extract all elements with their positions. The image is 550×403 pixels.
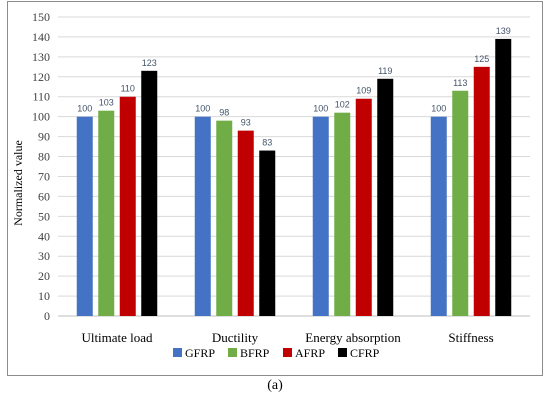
y-tick-label: 50 xyxy=(38,209,50,223)
data-label: 113 xyxy=(453,78,467,88)
bar-cfrp-2 xyxy=(259,150,276,316)
data-labels: 100 103 110 123 100 98 93 83 100 102 109 119 100 113 1… xyxy=(77,26,511,148)
bar-gfrp-2 xyxy=(194,116,211,317)
bar-gfrp-4 xyxy=(430,116,447,317)
category-label: Ultimate load xyxy=(81,330,153,345)
bar-chart: 0 10 20 30 40 50 60 70 80 90 100 110 120 130 140 150 10… xyxy=(11,10,530,360)
y-tick-label: 60 xyxy=(38,189,50,203)
bar-bfrp-1 xyxy=(98,110,115,316)
bar-cfrp-1 xyxy=(141,70,158,316)
y-tick-label: 150 xyxy=(32,10,50,24)
data-label: 102 xyxy=(335,100,350,110)
y-tick-labels: 0 10 20 30 40 50 60 70 80 90 100 110 120 130 140 150 xyxy=(32,10,50,323)
bar-afrp-1 xyxy=(119,96,136,316)
y-tick-label: 110 xyxy=(32,90,50,104)
bar-afrp-2 xyxy=(237,130,254,316)
bars xyxy=(76,38,512,317)
data-label: 100 xyxy=(431,104,446,114)
bar-bfrp-3 xyxy=(334,112,351,317)
y-tick-label: 20 xyxy=(38,269,50,283)
gridlines xyxy=(58,16,530,317)
bar-gfrp-3 xyxy=(312,116,329,317)
y-tick-label: 90 xyxy=(38,130,50,144)
y-tick-label: 100 xyxy=(32,110,50,124)
y-tick-label: 0 xyxy=(44,309,50,323)
category-label: Stiffness xyxy=(448,330,493,345)
bar-afrp-3 xyxy=(355,98,372,316)
data-label: 110 xyxy=(121,84,135,94)
data-label: 98 xyxy=(219,108,229,118)
y-tick-label: 120 xyxy=(32,70,50,84)
legend-label: BFRP xyxy=(240,346,270,360)
data-label: 103 xyxy=(99,98,114,108)
data-label: 139 xyxy=(496,26,511,36)
legend-swatch-afrp xyxy=(283,348,292,357)
bar-gfrp-1 xyxy=(76,116,93,317)
data-label: 123 xyxy=(142,58,157,68)
legend-swatch-gfrp xyxy=(173,348,182,357)
legend-label: CFRP xyxy=(350,346,380,360)
y-tick-label: 130 xyxy=(32,50,50,64)
y-tick-label: 80 xyxy=(38,150,50,164)
legend-label: GFRP xyxy=(185,346,215,360)
bar-cfrp-4 xyxy=(495,38,512,316)
data-label: 93 xyxy=(241,118,251,128)
bar-cfrp-3 xyxy=(377,78,394,316)
figure-caption: (a) xyxy=(267,378,283,393)
data-label: 100 xyxy=(77,104,92,114)
category-label: Energy absorption xyxy=(305,330,401,345)
y-tick-label: 30 xyxy=(38,249,50,263)
y-tick-label: 140 xyxy=(32,30,50,44)
data-label: 83 xyxy=(262,138,272,148)
category-label: Ductility xyxy=(212,330,259,345)
data-label: 119 xyxy=(378,66,392,76)
data-label: 100 xyxy=(195,104,210,114)
y-axis-label: Normalized value xyxy=(11,140,25,226)
bar-bfrp-2 xyxy=(216,120,233,316)
legend-label: AFRP xyxy=(295,346,325,360)
bar-bfrp-4 xyxy=(452,90,469,317)
y-tick-label: 40 xyxy=(38,229,50,243)
legend-swatch-bfrp xyxy=(228,348,237,357)
data-label: 100 xyxy=(313,104,328,114)
legend-swatch-cfrp xyxy=(338,348,347,357)
category-labels: Ultimate load Ductility Energy absorption S… xyxy=(81,330,493,345)
y-tick-label: 10 xyxy=(38,289,50,303)
y-tick-label: 70 xyxy=(38,169,50,183)
data-label: 109 xyxy=(356,86,371,96)
legend: GFRP BFRP AFRP CFRP xyxy=(173,346,380,360)
bar-afrp-4 xyxy=(473,66,490,316)
data-label: 125 xyxy=(474,54,489,64)
